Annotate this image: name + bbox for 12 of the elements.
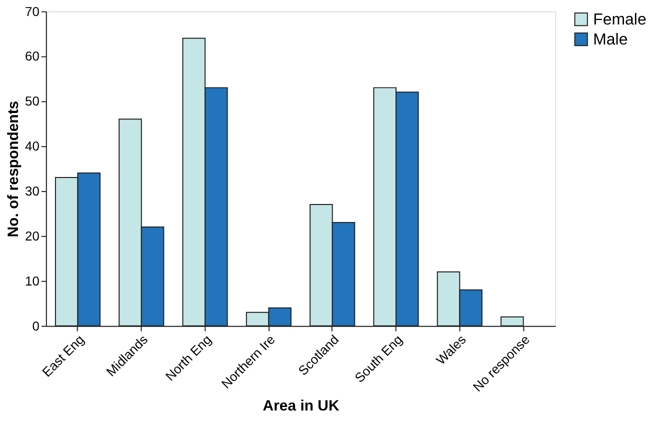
legend-label: Female	[593, 11, 646, 28]
y-tick-label: 10	[25, 273, 40, 288]
y-tick-label: 0	[32, 318, 40, 334]
y-tick-label: 70	[25, 4, 40, 19]
x-axis-title: Area in UK	[262, 398, 340, 415]
y-axis-title: No. of respondents	[5, 100, 22, 238]
y-tick-label: 20	[25, 228, 40, 244]
legend-label: Male	[593, 31, 628, 48]
y-tick-label: 30	[25, 184, 40, 199]
y-tick-label: 60	[25, 48, 40, 64]
y-tick-label: 40	[25, 138, 40, 154]
y-tick-label: 50	[25, 94, 40, 109]
